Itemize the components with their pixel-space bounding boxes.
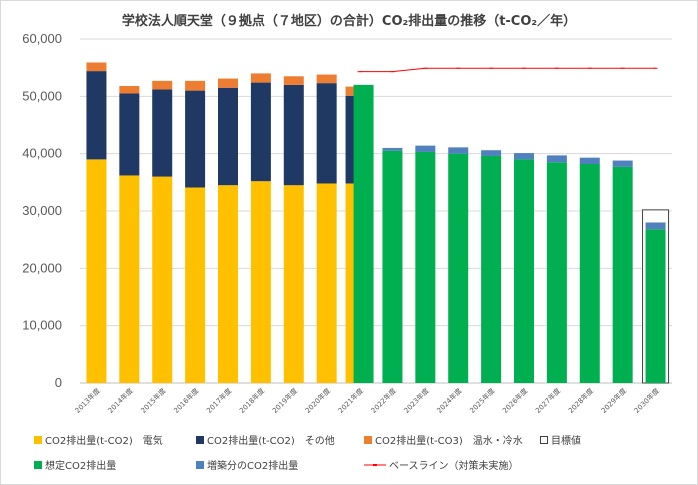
x-tick-label: 2015年度 bbox=[139, 386, 168, 415]
legend-swatch bbox=[34, 435, 42, 444]
x-tick-label: 2018年度 bbox=[237, 386, 266, 415]
bar-other bbox=[283, 84, 304, 186]
bar-electricity bbox=[283, 185, 304, 383]
y-tick-label: 0 bbox=[55, 375, 62, 390]
bar-other bbox=[86, 71, 107, 160]
bar-hot-cold-water bbox=[250, 73, 271, 83]
x-tick-label: 2025年度 bbox=[468, 386, 497, 415]
legend-label: CO2排出量(t-CO2) 電気 bbox=[45, 436, 163, 447]
legend-swatch bbox=[196, 435, 204, 444]
chart-plot: 0 10,000 20,000 30,000 40,000 50,000 60,000 201… bbox=[22, 31, 672, 415]
legend-label: CO2排出量(t-CO2) その他 bbox=[207, 436, 335, 447]
bar-assumed bbox=[546, 162, 567, 383]
legend-item: CO2排出量(t-CO2) 電気 bbox=[34, 432, 163, 447]
bar-addition bbox=[448, 147, 469, 154]
bar-addition bbox=[645, 222, 666, 230]
bar-other bbox=[218, 87, 238, 186]
bar-hot-cold-water bbox=[218, 78, 238, 88]
x-tick-label: 2023年度 bbox=[402, 386, 431, 415]
bar-other bbox=[185, 90, 206, 188]
x-tick-label: 2028年度 bbox=[566, 386, 595, 415]
x-tick-label: 2020年度 bbox=[303, 386, 332, 415]
bar-addition bbox=[382, 147, 403, 151]
legend-item: CO2排出量(t-CO3) 温水・冷水 bbox=[364, 432, 523, 447]
bar-electricity bbox=[316, 183, 337, 383]
bar-assumed bbox=[382, 150, 403, 383]
bar-assumed bbox=[481, 155, 502, 383]
bar-addition bbox=[514, 153, 534, 160]
bar-addition bbox=[415, 145, 436, 152]
legend-item: ベースライン（対策未実施） bbox=[364, 457, 519, 472]
x-tick-label: 2016年度 bbox=[172, 386, 201, 415]
bar-other bbox=[152, 89, 173, 177]
x-tick-label: 2021年度 bbox=[336, 386, 365, 415]
bar-hot-cold-water bbox=[283, 76, 304, 85]
bar-hot-cold-water bbox=[119, 86, 140, 94]
x-tick-label: 2030年度 bbox=[632, 386, 661, 415]
legend-swatch bbox=[540, 435, 548, 444]
bar-other bbox=[316, 83, 337, 184]
bar-assumed bbox=[514, 159, 534, 383]
x-tick-label: 2029年度 bbox=[599, 386, 628, 415]
legend-label: CO2排出量(t-CO3) 温水・冷水 bbox=[375, 436, 523, 447]
legend-label: 増築分のCO2排出量 bbox=[207, 461, 299, 472]
x-tick-label: 2017年度 bbox=[205, 386, 234, 415]
bar-hot-cold-water bbox=[86, 62, 107, 72]
legend-label: 想定CO2排出量 bbox=[45, 461, 117, 472]
legend-line-icon bbox=[364, 461, 386, 469]
chart-legend: CO2排出量(t-CO2) 電気 CO2排出量(t-CO2) その他 CO2排出量(… bbox=[34, 432, 674, 476]
bar-assumed bbox=[353, 84, 374, 383]
legend-label: ベースライン（対策未実施） bbox=[389, 461, 519, 472]
x-tick-label: 2022年度 bbox=[369, 386, 398, 415]
y-tick-label: 60,000 bbox=[22, 31, 62, 46]
baseline-line bbox=[359, 67, 656, 73]
bar-addition bbox=[546, 155, 567, 163]
bar-assumed bbox=[612, 166, 633, 383]
bar-electricity bbox=[119, 175, 140, 383]
x-tick-label: 2019年度 bbox=[270, 386, 299, 415]
bar-hot-cold-water bbox=[316, 74, 337, 84]
legend-swatch bbox=[364, 435, 372, 444]
x-tick-label: 2013年度 bbox=[73, 386, 102, 415]
legend-item: CO2排出量(t-CO2) その他 bbox=[196, 432, 335, 447]
y-tick-label: 30,000 bbox=[22, 203, 62, 218]
x-tick-label: 2027年度 bbox=[533, 386, 562, 415]
bar-hot-cold-water bbox=[152, 80, 173, 90]
legend-item: 目標値 bbox=[540, 432, 581, 447]
bar-other bbox=[119, 93, 140, 176]
y-tick-label: 20,000 bbox=[22, 260, 62, 275]
legend-item: 増築分のCO2排出量 bbox=[196, 457, 298, 472]
legend-label: 目標値 bbox=[551, 436, 581, 447]
bar-assumed bbox=[579, 163, 600, 383]
y-tick-label: 50,000 bbox=[22, 88, 62, 103]
bar-hot-cold-water bbox=[185, 80, 206, 91]
y-tick-label: 10,000 bbox=[22, 318, 62, 333]
y-tick-label: 40,000 bbox=[22, 146, 62, 161]
chart-title: 学校法人順天堂（９拠点（７地区）の合計）CO₂排出量の推移（t-CO₂／年） bbox=[121, 14, 577, 29]
legend-swatch bbox=[196, 460, 204, 469]
bar-electricity bbox=[185, 187, 206, 383]
bar-other bbox=[250, 82, 271, 182]
x-tick-label: 2014年度 bbox=[106, 386, 135, 415]
bar-electricity bbox=[218, 185, 238, 383]
legend-swatch bbox=[34, 460, 42, 469]
x-tick-label: 2024年度 bbox=[435, 386, 464, 415]
bar-electricity bbox=[152, 176, 173, 383]
bar-electricity bbox=[86, 159, 107, 383]
x-tick-label: 2026年度 bbox=[501, 386, 530, 415]
bar-addition bbox=[579, 157, 600, 164]
bar-assumed bbox=[448, 153, 469, 383]
legend-item: 想定CO2排出量 bbox=[34, 457, 116, 472]
bar-addition bbox=[481, 150, 502, 156]
bar-electricity bbox=[250, 181, 271, 383]
bar-assumed bbox=[415, 151, 436, 383]
bar-assumed bbox=[645, 229, 666, 383]
bar-addition bbox=[612, 160, 633, 167]
